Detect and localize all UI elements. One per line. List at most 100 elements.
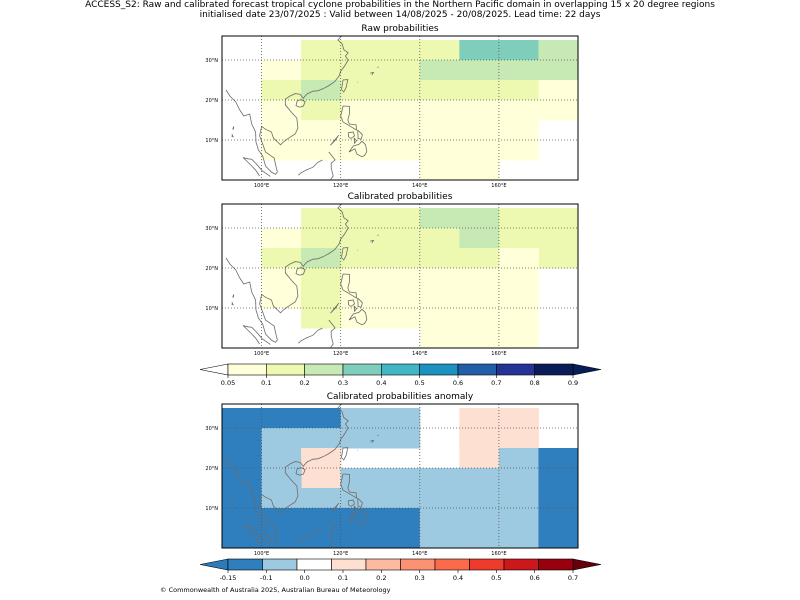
colorbar-under-extend — [199, 363, 229, 376]
coastline — [298, 159, 323, 176]
colorbar-segment — [496, 363, 535, 376]
coastline — [370, 439, 375, 444]
probability-cell — [380, 120, 421, 161]
coastline — [242, 525, 271, 545]
colorbar-segment — [434, 558, 470, 571]
longitude-tick-label: 120°E — [333, 183, 348, 189]
coastline — [295, 99, 306, 108]
coastline — [328, 319, 336, 348]
coastline — [298, 327, 323, 344]
coastline — [295, 467, 306, 476]
colorbar-segment — [538, 558, 574, 571]
colorbar-segment — [365, 558, 401, 571]
map-raw-probabilities: 100°E 120°E 140°E 160°E 10°N 20°N 30°N — [205, 35, 579, 189]
probability-cell — [419, 508, 460, 549]
probability-cell — [222, 508, 263, 549]
latitude-tick-label: 20°N — [205, 466, 218, 472]
colorbar-tick-label: 0.1 — [261, 379, 271, 387]
colorbar-tick-label: 0.6 — [529, 574, 539, 582]
coastline — [242, 157, 271, 177]
colorbar-segment — [400, 558, 436, 571]
longitude-tick-label: 160°E — [491, 183, 506, 189]
colorbar-segment — [457, 363, 497, 376]
coastline — [232, 294, 235, 299]
map-calibrated-probabilities: 100°E 120°E 140°E 160°E 10°N 20°N 30°N — [205, 203, 579, 357]
colorbar-segment — [342, 363, 382, 376]
longitude-tick-label: 120°E — [333, 351, 348, 357]
probability-cell — [459, 308, 500, 349]
probability-cell — [261, 268, 302, 309]
coastline — [348, 140, 368, 158]
map-calibrated-anomaly: 100°E 120°E 140°E 160°E 10°N 20°N 30°N — [205, 403, 579, 557]
probability-cell — [498, 308, 539, 349]
probability-cell — [538, 508, 579, 549]
panel-title-calibrated: Calibrated probabilities — [347, 192, 453, 202]
colorbar-tick-label: 0.4 — [376, 379, 386, 387]
colorbar-tick-label: 0.9 — [568, 379, 578, 387]
figure-title-line2: initialised date 23/07/2025 : Valid betw… — [199, 10, 601, 20]
panel-title-anomaly: Calibrated probabilities anomaly — [326, 392, 474, 402]
coastline — [242, 325, 271, 345]
colorbar-segment — [262, 558, 298, 571]
coastline — [328, 151, 336, 180]
probability-cell — [498, 120, 539, 161]
coastline — [377, 434, 379, 436]
probability-cell — [459, 508, 500, 549]
coastline — [330, 502, 340, 514]
coastline — [231, 501, 234, 506]
colorbar-anomaly: -0.15 -0.1 0.0 0.1 0.2 0.3 0.4 0.5 0.6 0.7 — [199, 558, 602, 582]
coastline — [330, 302, 340, 314]
colorbar-over-extend — [572, 363, 602, 376]
longitude-tick-label: 140°E — [412, 551, 427, 557]
colorbar-tick-label: 0.7 — [491, 379, 501, 387]
coastline — [347, 299, 355, 307]
coastline — [348, 308, 368, 326]
longitude-tick-label: 100°E — [254, 551, 269, 557]
colorbar-tick-label: 0.3 — [338, 379, 348, 387]
coastline — [377, 66, 379, 68]
colorbar-probability: 0.05 0.1 0.2 0.3 0.4 0.5 0.6 0.7 0.8 0.9 — [199, 363, 602, 387]
longitude-tick-label: 100°E — [254, 351, 269, 357]
coastline — [341, 79, 349, 93]
coastline — [353, 305, 358, 313]
latitude-tick-label: 20°N — [205, 266, 218, 272]
colorbar-segment — [227, 558, 263, 571]
probability-cell — [340, 508, 381, 549]
map-frame — [221, 35, 579, 181]
latitude-tick-label: 30°N — [205, 226, 218, 232]
colorbar-tick-label: 0.6 — [453, 379, 463, 387]
coastline — [340, 273, 357, 299]
coastline — [330, 134, 340, 146]
coastline — [357, 297, 363, 308]
colorbar-segment — [331, 558, 367, 571]
coastline — [357, 129, 363, 140]
longitude-tick-label: 160°E — [491, 351, 506, 357]
panel-title-raw: Raw probabilities — [361, 24, 439, 34]
colorbar-segment — [266, 363, 305, 376]
latitude-tick-label: 30°N — [205, 58, 218, 64]
latitude-tick-label: 20°N — [205, 98, 218, 104]
coastline — [232, 494, 235, 499]
colorbar-segment — [304, 363, 344, 376]
coastline — [377, 234, 379, 236]
map-frame — [221, 403, 579, 549]
longitude-tick-label: 160°E — [491, 551, 506, 557]
latitude-tick-label: 10°N — [205, 306, 218, 312]
probability-cell — [498, 508, 539, 549]
colorbar-tick-label: 0.0 — [299, 574, 309, 582]
longitude-tick-label: 140°E — [412, 183, 427, 189]
probability-cell — [419, 308, 460, 349]
colorbar-tick-label: 0.4 — [453, 574, 463, 582]
coastline — [353, 505, 358, 513]
longitude-tick-label: 100°E — [254, 183, 269, 189]
coastline — [231, 133, 234, 138]
coastline — [341, 247, 349, 261]
colorbar-tick-label: -0.15 — [220, 574, 237, 582]
colorbar-tick-label: 0.05 — [221, 379, 235, 387]
probability-cell — [380, 408, 421, 449]
coastline — [347, 499, 355, 507]
colorbar-segment — [227, 363, 267, 376]
coastline — [328, 519, 336, 548]
figure-title-line1: ACCESS_S2: Raw and calibrated forecast t… — [85, 0, 715, 10]
colorbar-over-extend — [572, 558, 602, 571]
